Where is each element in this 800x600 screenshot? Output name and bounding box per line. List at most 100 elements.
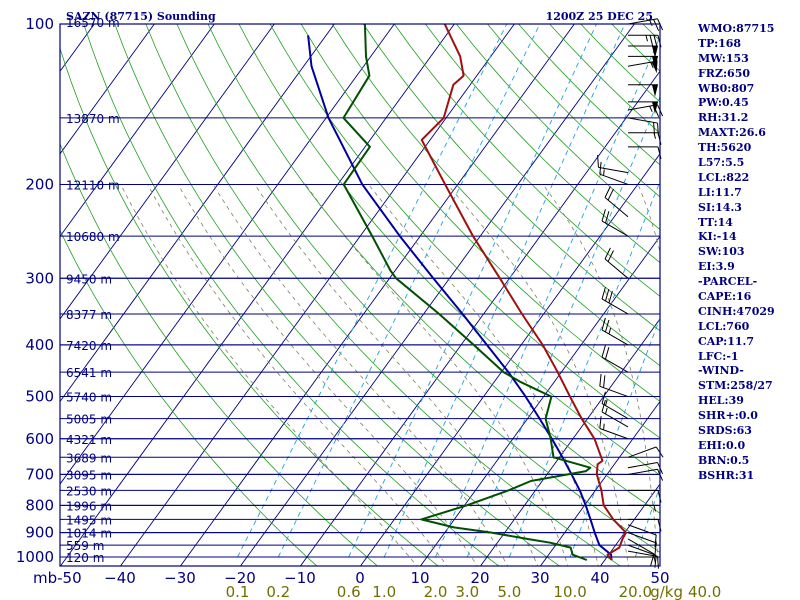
wind-barb xyxy=(597,154,629,174)
height-label: 4321 m xyxy=(66,433,112,447)
wind-barb-flag xyxy=(605,319,610,333)
wind-barb-staff xyxy=(627,104,658,111)
moist-adiabat-line xyxy=(305,184,569,566)
index-item: HEL:39 xyxy=(698,394,744,408)
wind-barb xyxy=(627,117,659,136)
wind-barb-flag xyxy=(601,399,606,413)
moist-adiabat-line xyxy=(254,184,539,566)
stability-indices-panel: WMO:87715 TP:168 MW:153 FRZ:650 WB0:807 PW:0.… xyxy=(698,22,798,484)
wind-barb-staff xyxy=(601,329,629,346)
wind-barb-staff xyxy=(599,428,629,440)
wind-barb-half-flag xyxy=(603,423,605,430)
moist-adiabat-line xyxy=(212,184,509,566)
parcel-trace xyxy=(307,35,613,561)
background-lines xyxy=(60,24,660,566)
wind-barb xyxy=(599,373,629,398)
wind-barb xyxy=(628,101,658,114)
pressure-tick-label: 1000 xyxy=(16,548,54,566)
height-label: 8377 m xyxy=(66,308,112,322)
wind-barb-flag xyxy=(601,286,606,300)
height-label: 13870 m xyxy=(66,112,120,126)
temperature-tick-label: 30 xyxy=(530,569,549,587)
mixing-ratio-label: 1.0 xyxy=(372,583,396,600)
index-item: TH:5620 xyxy=(698,141,752,155)
dry-adiabat-line xyxy=(176,24,660,553)
height-label: 12110 m xyxy=(66,178,120,192)
moist-adiabat-line xyxy=(177,184,478,566)
mixing-ratio-label: 40.0 xyxy=(688,583,721,600)
temperature-tick-label: −30 xyxy=(164,569,196,587)
wind-barb xyxy=(599,416,629,440)
wind-barb-staff xyxy=(604,197,629,218)
wind-barb-flag xyxy=(653,19,660,31)
index-item: CAPE:16 xyxy=(698,290,752,304)
wind-barb-flag xyxy=(597,154,599,168)
chart-title: SAZN (87715) Sounding xyxy=(66,10,216,23)
index-item: EHI:0.0 xyxy=(698,438,746,452)
index-item: SHR+:0.0 xyxy=(698,409,758,423)
profiles xyxy=(307,24,627,561)
dry-adiabat-line xyxy=(269,24,660,439)
height-label: 5005 m xyxy=(66,413,112,427)
isotherm-line xyxy=(60,24,455,566)
dry-adiabat-line xyxy=(300,24,660,402)
mixing-ratio-label: 5.0 xyxy=(497,583,521,600)
index-item: L57:5.5 xyxy=(698,156,745,170)
pressure-tick-label: 200 xyxy=(25,175,54,193)
moist-adiabat-line xyxy=(147,184,448,566)
index-item: BRN:0.5 xyxy=(698,453,750,467)
wind-barb-staff xyxy=(627,462,658,469)
isotherm-line xyxy=(479,318,660,566)
height-label: 7420 m xyxy=(66,339,112,353)
index-item: SW:103 xyxy=(698,245,745,259)
height-label: 3689 m xyxy=(66,451,112,465)
temperature-tick-label: −20 xyxy=(224,569,256,587)
wind-barb-flag xyxy=(649,35,654,48)
pressure-tick-label: 700 xyxy=(25,465,54,483)
index-item: LCL:822 xyxy=(698,170,750,184)
height-label: 1996 m xyxy=(66,499,112,513)
moist-adiabat-line xyxy=(447,184,629,566)
wind-barb-flag xyxy=(604,186,611,198)
wind-barb-flag xyxy=(601,345,606,358)
temperature-tick-label: 10 xyxy=(410,569,429,587)
dry-adiabat-line xyxy=(238,24,660,476)
temperature-tick-label: 20 xyxy=(470,569,489,587)
isotherm-line xyxy=(60,24,335,403)
isotherm-line xyxy=(239,24,635,566)
index-item: TP:168 xyxy=(698,36,742,50)
wind-barb-half-flag xyxy=(605,399,608,406)
wind-barb-pennant xyxy=(652,46,658,59)
dry-adiabat-line xyxy=(145,24,621,566)
pressure-tick-label: 400 xyxy=(25,336,54,354)
index-item: TT:14 xyxy=(698,215,733,229)
isotherm-line xyxy=(60,24,155,155)
dry-adiabat-line xyxy=(60,142,379,566)
wind-barb-staff xyxy=(598,166,629,174)
height-label: 559 m xyxy=(66,539,104,553)
pressure-tick-label: 600 xyxy=(25,430,54,448)
index-item: BSHR:31 xyxy=(698,468,755,482)
pressure-tick-label: 100 xyxy=(25,15,54,33)
mixing-ratio-unit: g/kg xyxy=(650,583,683,600)
temperature-tick-label: 50 xyxy=(650,569,669,587)
wind-barb xyxy=(628,84,658,97)
moist-adiabat-line xyxy=(368,184,599,566)
wind-barb-flag xyxy=(657,123,659,136)
wind-barb-staff xyxy=(627,532,657,544)
index-item: WMO:87715 xyxy=(698,22,775,35)
index-item: CINH:47029 xyxy=(698,304,775,318)
wind-barb-pennant xyxy=(652,84,658,97)
wind-barb xyxy=(627,538,655,566)
plot-frame xyxy=(59,23,661,567)
height-label: 5740 m xyxy=(66,391,112,405)
temperature-tick-label: −40 xyxy=(104,569,136,587)
mixing-ratio-label: 2.0 xyxy=(424,583,448,600)
isotherm-line xyxy=(60,24,395,485)
wind-barb-flag xyxy=(601,317,606,331)
wind-barb-flag xyxy=(650,553,655,566)
mixing-ratio-label: 20.0 xyxy=(619,583,652,600)
wind-barb-flag xyxy=(657,556,659,569)
mixing-ratio-label: 3.0 xyxy=(455,583,479,600)
wind-barb-staff xyxy=(604,258,629,279)
